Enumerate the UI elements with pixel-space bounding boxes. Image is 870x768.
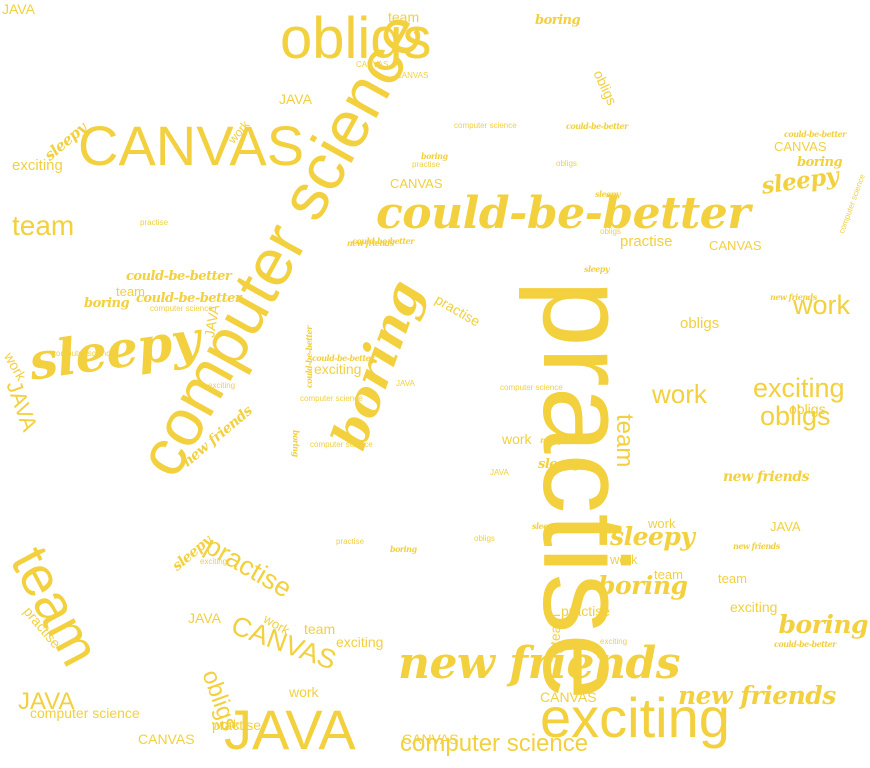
word-sleepy: sleepy <box>595 189 620 199</box>
word-could-be-better: could-be-better <box>566 121 628 131</box>
word-obligs: obligs <box>760 401 831 431</box>
word-team: team <box>547 613 563 645</box>
word-practise: practise <box>620 233 673 250</box>
word-could-be-better: could-be-better <box>312 353 374 363</box>
word-sleepy: sleepy <box>584 264 609 274</box>
word-work: work <box>289 684 319 700</box>
word-team: team <box>0 536 114 676</box>
word-computer-science: computer science <box>300 394 363 403</box>
word-team: team <box>718 571 747 586</box>
word-new-friends: new friends <box>723 469 810 485</box>
word-work: work <box>793 290 851 320</box>
word-computer-science: computer science <box>52 349 115 358</box>
word-java: JAVA <box>188 610 221 626</box>
word-obligs: obligs <box>680 315 720 332</box>
word-work: work <box>502 431 532 447</box>
word-team: team <box>12 210 75 241</box>
word-sleepy: sleepy <box>532 521 557 531</box>
word-canvas: CANVAS <box>709 238 762 253</box>
word-obligs: obligs <box>280 6 432 71</box>
word-exciting: exciting <box>208 381 236 390</box>
word-obligs: obligs <box>556 159 577 168</box>
word-canvas: CANVAS <box>774 139 827 154</box>
word-boring: boring <box>421 151 448 161</box>
word-boring: boring <box>291 430 301 457</box>
word-work: work <box>610 552 638 567</box>
word-could-be-better: could-be-better <box>136 291 242 306</box>
word-could-be-better: could-be-better <box>784 129 846 139</box>
word-team: team <box>654 567 683 582</box>
word-computer-science: computer science <box>30 705 140 721</box>
word-canvas: CANVAS <box>138 731 195 747</box>
word-java: JAVA <box>224 698 356 761</box>
word-java: JAVA <box>770 519 801 534</box>
word-obligs: obligs <box>474 534 495 543</box>
word-java: JAVA <box>396 379 415 388</box>
word-computer-science: computer science <box>500 383 563 392</box>
word-team: team <box>388 9 420 25</box>
word-work: work <box>652 379 707 409</box>
word-could-be-better: could-be-better <box>352 236 414 246</box>
word-practise: practise <box>200 530 297 604</box>
word-team: team <box>611 414 638 468</box>
word-new-friends: new friends <box>540 435 587 445</box>
word-computer-science: computer science <box>837 172 867 235</box>
word-sleepy: sleepy <box>610 522 695 551</box>
word-practise: practise <box>212 717 262 733</box>
word-boring: boring <box>797 155 843 170</box>
word-exciting: exciting <box>200 557 228 566</box>
word-exciting: exciting <box>730 599 778 615</box>
word-obligs: obligs <box>590 67 621 108</box>
word-team: team <box>116 284 145 299</box>
word-exciting: exciting <box>753 373 845 403</box>
word-exciting: exciting <box>336 634 384 650</box>
word-java: JAVA <box>2 1 35 17</box>
word-practise: practise <box>412 160 441 169</box>
word-exciting: exciting <box>600 637 628 646</box>
word-practise: practise <box>336 537 365 546</box>
word-canvas: CANVAS <box>390 176 443 191</box>
word-canvas: CANVAS <box>78 114 305 177</box>
word-boring: boring <box>598 571 688 600</box>
word-practise: practise <box>432 291 483 330</box>
word-new-friends: new friends <box>347 238 394 248</box>
word-computer-science: computer science <box>150 304 213 313</box>
word-could-be-better: could-be-better <box>304 326 314 388</box>
word-exciting: exciting <box>12 157 63 174</box>
word-could-be-better: could-be-better <box>774 639 836 649</box>
word-obligs: obligs <box>600 227 621 236</box>
word-practise: practise <box>140 218 169 227</box>
word-computer-science: computer science <box>400 730 589 757</box>
word-canvas: CANVAS <box>396 71 429 80</box>
word-new-friends: new friends <box>733 541 780 551</box>
word-computer-science: computer science <box>454 121 517 130</box>
word-new-friends: new friends <box>678 681 836 710</box>
word-team: team <box>304 621 336 637</box>
word-new-friends: new friends <box>770 292 817 302</box>
word-new-friends: new friends <box>398 638 681 689</box>
word-boring: boring <box>535 13 581 28</box>
word-canvas: CANVAS <box>356 60 389 69</box>
word-could-be-better: could-be-better <box>126 269 232 284</box>
word-practise: practise <box>561 603 611 619</box>
word-java: JAVA <box>490 468 509 477</box>
word-work: work <box>648 516 676 531</box>
word-exciting: exciting <box>540 686 730 749</box>
word-sleepy: sleepy <box>759 162 841 200</box>
word-obligs: obligs <box>789 401 826 417</box>
word-work: work <box>212 717 240 732</box>
word-java: JAVA <box>18 688 75 715</box>
word-boring: boring <box>778 610 869 639</box>
word-sleepy: sleepy <box>538 457 581 472</box>
word-computer-science: computer science <box>310 440 373 449</box>
word-could-be-better: could-be-better <box>376 188 750 239</box>
word-canvas: CANVAS <box>540 689 597 705</box>
word-canvas: CANVAS <box>402 731 459 747</box>
word-exciting: exciting <box>314 361 362 377</box>
word-boring: boring <box>84 296 130 311</box>
word-java: JAVA <box>279 91 312 107</box>
word-boring: boring <box>390 544 417 554</box>
